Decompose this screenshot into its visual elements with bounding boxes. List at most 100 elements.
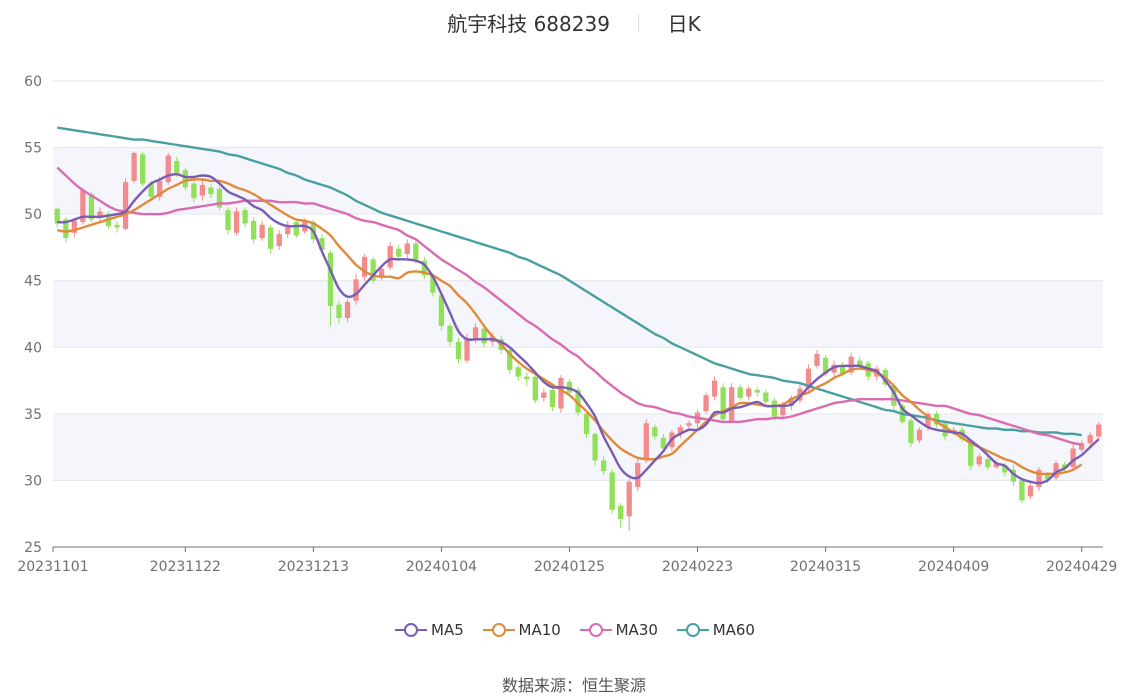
x-tick-label: 20240429: [1046, 559, 1117, 575]
x-tick-label: 20231101: [17, 559, 88, 575]
candle-body: [703, 395, 709, 412]
candle-body: [387, 246, 393, 268]
candle-body: [754, 389, 760, 393]
candle-body: [976, 456, 982, 465]
candle-body: [1027, 485, 1034, 497]
y-tick-label: 40: [24, 340, 42, 356]
x-tick-label: 20231213: [278, 559, 349, 575]
candle-body: [916, 429, 923, 441]
candle-body: [549, 389, 556, 408]
candle-body: [925, 413, 931, 428]
candle-body: [182, 170, 188, 188]
candle-body: [396, 248, 402, 257]
candle-body: [566, 381, 573, 393]
candle-body: [413, 243, 419, 260]
y-tick-label: 45: [24, 274, 42, 290]
candle-body: [643, 423, 649, 461]
legend-marker-ma60: [676, 622, 709, 637]
y-tick-label: 60: [24, 74, 42, 90]
candle-body: [97, 211, 103, 219]
candle-body: [430, 275, 436, 293]
candle-body: [993, 463, 999, 468]
legend-item-ma60[interactable]: MA60: [675, 620, 755, 639]
candle-body: [771, 400, 777, 417]
candle-body: [1053, 463, 1059, 478]
candle-body: [1096, 424, 1102, 437]
candle-body: [481, 328, 487, 344]
candle-body: [63, 219, 69, 239]
candle-body: [259, 224, 265, 239]
ma-line-ma5: [57, 172, 1100, 485]
candle-body: [216, 188, 223, 208]
candle-body: [942, 423, 948, 437]
title-divider: [638, 13, 640, 32]
legend: MA5 MA10 MA30 MA60: [0, 620, 1148, 639]
candle-body: [908, 420, 914, 444]
candle-body: [370, 259, 376, 281]
candle-body: [805, 368, 812, 389]
candle-body: [600, 460, 607, 472]
candle-body: [524, 376, 530, 380]
candle-body: [122, 182, 129, 229]
legend-label-ma60: MA60: [712, 620, 755, 639]
candle-body: [626, 481, 632, 517]
legend-item-ma30[interactable]: MA30: [578, 620, 658, 639]
candle-body: [293, 222, 299, 236]
candle-body: [857, 360, 863, 366]
candle-body: [609, 472, 615, 510]
source-label: 数据来源：: [501, 676, 582, 695]
legend-marker-ma5: [395, 622, 427, 637]
candle-body: [1002, 465, 1008, 473]
candle-body: [763, 392, 769, 402]
x-tick-label: 20240125: [534, 559, 605, 575]
candle-body: [1087, 435, 1093, 444]
candle-body: [1019, 480, 1025, 501]
x-axis: 20231101 20231122 20231213 20240104 20240125…: [17, 546, 1117, 575]
candle-body: [737, 387, 743, 398]
candle-body: [327, 252, 334, 307]
candle-body: [165, 155, 171, 183]
candle-body: [157, 180, 163, 197]
legend-marker-ma30: [579, 622, 612, 637]
candle-body: [618, 505, 624, 520]
candle-body: [1061, 464, 1068, 469]
candle-body: [131, 152, 137, 181]
candle-body: [780, 405, 786, 416]
candle-body: [532, 376, 538, 401]
candle-body: [404, 243, 410, 255]
moving-average-lines: [56, 126, 1100, 485]
x-tick-label: 20231122: [150, 559, 221, 575]
candle-body: [822, 357, 829, 374]
source-value: 恒生聚源: [582, 676, 647, 695]
candle-body: [583, 413, 590, 434]
chart-title: 航宇科技 688239: [447, 12, 610, 36]
candle-body: [464, 337, 470, 361]
candle-body: [839, 365, 846, 374]
data-source: 数据来源：恒生聚源: [0, 672, 1148, 696]
candle-body: [199, 184, 206, 196]
candle-body: [233, 211, 240, 233]
candle-body: [114, 224, 120, 228]
candlestick-chart: 25 30 35 40 45 50 55 60 20231101 20231122 2023121…: [17, 74, 1117, 575]
candle-body: [361, 256, 368, 277]
candle-body: [1044, 475, 1051, 480]
candle-body: [353, 279, 359, 301]
candle-body: [421, 260, 427, 276]
candle-body: [319, 238, 325, 251]
candle-body: [660, 437, 667, 449]
legend-marker-ma10: [482, 622, 515, 637]
candle-body: [558, 377, 564, 409]
candle-body: [455, 341, 462, 360]
legend-item-ma5[interactable]: MA5: [393, 620, 464, 639]
y-tick-label: 30: [24, 473, 42, 489]
candle-body: [848, 356, 854, 373]
candle-body: [148, 183, 154, 197]
candle-body: [276, 234, 282, 247]
candle-body: [788, 397, 795, 406]
grid-lines: [53, 80, 1103, 481]
legend-item-ma10[interactable]: MA10: [481, 620, 561, 639]
period-label: 日K: [667, 12, 701, 36]
candle-body: [814, 353, 820, 366]
candle-body: [720, 387, 726, 420]
candle-body: [891, 385, 897, 406]
